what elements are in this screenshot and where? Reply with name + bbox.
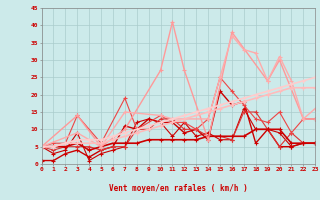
X-axis label: Vent moyen/en rafales ( km/h ): Vent moyen/en rafales ( km/h ) <box>109 184 248 193</box>
